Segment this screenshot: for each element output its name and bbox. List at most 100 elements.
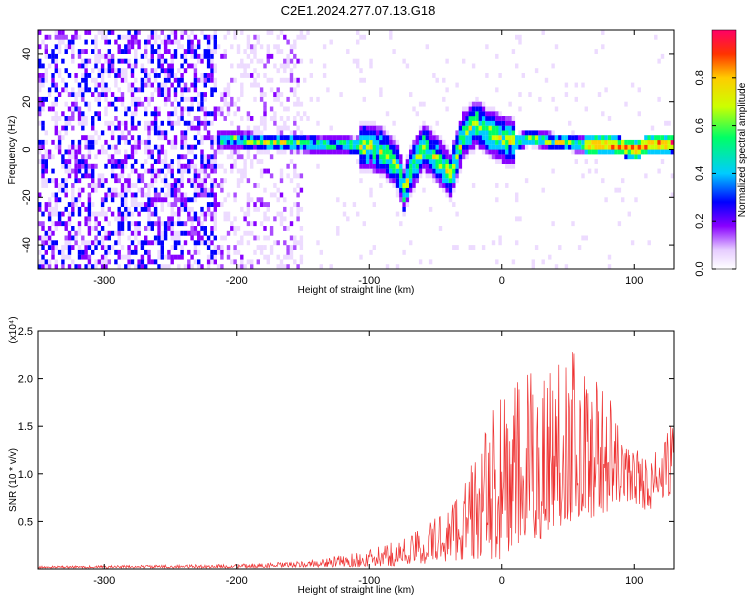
heatmap-cell bbox=[259, 116, 264, 121]
heatmap-cell bbox=[515, 197, 519, 203]
heatmap-cell bbox=[206, 53, 211, 59]
heatmap-cell bbox=[213, 216, 217, 222]
heatmap-cell bbox=[44, 149, 48, 155]
heatmap-cell bbox=[594, 159, 598, 164]
heatmap-cell bbox=[77, 187, 82, 193]
heatmap-cell bbox=[293, 235, 297, 241]
heatmap-cell bbox=[210, 163, 214, 169]
heatmap-cell bbox=[67, 249, 72, 255]
heatmap-cell bbox=[120, 92, 125, 97]
heatmap-cell bbox=[418, 168, 423, 174]
heatmap-cell bbox=[38, 202, 42, 207]
heatmap-cell bbox=[87, 173, 92, 179]
heatmap-cell bbox=[47, 264, 52, 269]
heatmap-cell bbox=[279, 178, 284, 184]
heatmap-cell bbox=[475, 130, 479, 136]
heatmap-cell bbox=[206, 154, 211, 160]
heatmap-cell bbox=[428, 139, 433, 145]
heatmap-cell bbox=[551, 139, 555, 145]
heatmap-cell bbox=[117, 173, 121, 179]
heatmap-cell bbox=[458, 149, 463, 155]
heatmap-cell bbox=[91, 249, 95, 255]
heatmap-cell bbox=[91, 116, 95, 121]
heatmap-cell bbox=[418, 149, 423, 155]
heatmap-cell bbox=[558, 245, 562, 250]
heatmap-cell bbox=[180, 254, 184, 260]
heatmap-cell bbox=[289, 249, 294, 255]
heatmap-cell bbox=[137, 96, 141, 102]
heatmap-cell bbox=[385, 111, 390, 117]
heatmap-cell bbox=[412, 168, 416, 174]
heatmap-cell bbox=[183, 139, 188, 145]
heatmap-cell bbox=[97, 101, 101, 107]
heatmap-cell bbox=[415, 173, 419, 179]
heatmap-cell bbox=[94, 53, 98, 59]
heatmap-cell bbox=[107, 49, 111, 54]
heatmap-cell bbox=[38, 235, 42, 241]
heatmap-cell bbox=[481, 135, 486, 141]
heatmap-cell bbox=[538, 135, 542, 141]
heatmap-cell bbox=[432, 154, 436, 160]
heatmap-cell bbox=[177, 159, 181, 164]
heatmap-cell bbox=[259, 173, 264, 179]
heatmap-cell bbox=[74, 77, 78, 83]
heatmap-cell bbox=[64, 120, 68, 126]
heatmap-cell bbox=[352, 202, 357, 207]
heatmap-cell bbox=[117, 226, 121, 231]
heatmap-cell bbox=[74, 173, 78, 179]
snr-x-ticks: -300 -200 -100 0 100 bbox=[93, 331, 643, 587]
heatmap-cell bbox=[359, 149, 363, 155]
heatmap-cell bbox=[226, 130, 231, 136]
heatmap-cell bbox=[167, 216, 171, 222]
heatmap-cell bbox=[385, 130, 390, 136]
heatmap-cell bbox=[137, 44, 141, 50]
heatmap-cell bbox=[319, 149, 323, 155]
heatmap-cell bbox=[362, 163, 366, 169]
heatmap-cell bbox=[54, 144, 58, 150]
heatmap-cell bbox=[465, 135, 469, 141]
heatmap-cell bbox=[41, 139, 45, 145]
heatmap-cell bbox=[61, 254, 65, 260]
heatmap-cell bbox=[91, 183, 95, 188]
heatmap-cell bbox=[240, 116, 244, 121]
heatmap-cell bbox=[153, 130, 158, 136]
heatmap-cell bbox=[197, 77, 201, 83]
heatmap-cell bbox=[187, 120, 191, 126]
heatmap-cell bbox=[233, 192, 237, 198]
heatmap-cell bbox=[375, 159, 380, 164]
heatmap-cell bbox=[124, 211, 128, 217]
heatmap-cell bbox=[475, 101, 479, 107]
heatmap-cell bbox=[448, 192, 453, 198]
heatmap-cell bbox=[137, 187, 141, 193]
heatmap-cell bbox=[160, 245, 164, 250]
heatmap-cell bbox=[561, 144, 565, 150]
heatmap-cell bbox=[382, 139, 386, 145]
heatmap-cell bbox=[617, 221, 622, 227]
heatmap-cell bbox=[84, 30, 88, 35]
heatmap-cell bbox=[61, 259, 65, 265]
heatmap-cell bbox=[193, 144, 198, 150]
heatmap-cell bbox=[77, 149, 82, 155]
heatmap-cell bbox=[389, 139, 393, 145]
heatmap-cell bbox=[163, 254, 168, 260]
heatmap-cell bbox=[445, 106, 449, 112]
heatmap-cell bbox=[104, 249, 108, 255]
heatmap-cell bbox=[372, 120, 376, 126]
heatmap-cell bbox=[617, 139, 622, 145]
heatmap-cell bbox=[206, 44, 211, 50]
heatmap-cell bbox=[137, 178, 141, 184]
heatmap-cell bbox=[170, 192, 174, 198]
heatmap-cell bbox=[193, 226, 198, 231]
heatmap-cell bbox=[538, 144, 542, 150]
heatmap-cell bbox=[84, 163, 88, 169]
heatmap-cell bbox=[210, 53, 214, 59]
heatmap-cell bbox=[385, 264, 390, 269]
heatmap-cell bbox=[94, 96, 98, 102]
heatmap-cell bbox=[233, 249, 237, 255]
spectrogram-heatmap bbox=[38, 30, 674, 269]
heatmap-cell bbox=[203, 92, 207, 97]
spectrogram-x-ticks: -300 -200 -100 0 100 bbox=[93, 30, 643, 287]
heatmap-cell bbox=[71, 245, 75, 250]
heatmap-cell bbox=[296, 111, 300, 117]
heatmap-cell bbox=[372, 245, 376, 250]
